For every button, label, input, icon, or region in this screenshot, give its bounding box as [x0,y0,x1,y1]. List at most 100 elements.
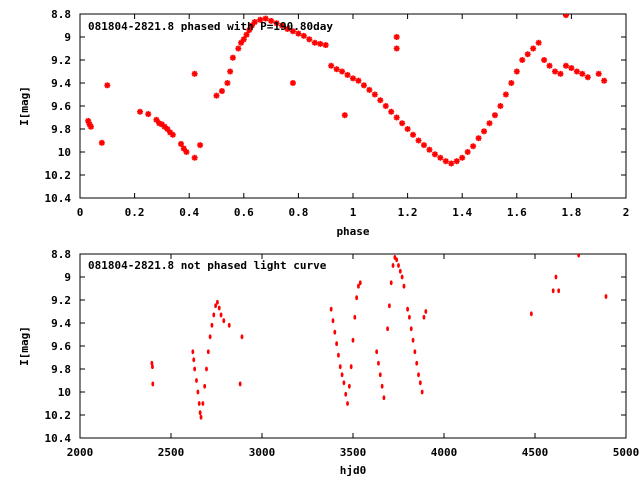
x-tick-label: 5000 [613,446,640,459]
data-point [400,274,404,280]
data-point [399,120,406,127]
data-point [562,14,569,19]
data-point [371,91,378,98]
phased-panel: 0 0.2 0.4 0.6 0.8 1 1.2 1.4 1.6 1.8 2 8.8 9 9.2 9.4 9.6… [18,8,629,238]
data-point [388,303,391,309]
data-point [322,42,329,49]
data-point [546,62,553,69]
data-point [151,381,155,387]
data-point [262,15,269,22]
data-point [481,128,488,135]
data-point [344,391,348,397]
data-point [279,22,286,29]
data-point [411,337,415,343]
y-tick-label: 9 [64,31,71,44]
x-tick-label: 4500 [522,446,549,459]
data-point [235,45,242,52]
data-point [393,45,400,52]
data-point [222,318,226,324]
data-point [426,146,433,153]
data-point [562,62,569,69]
data-point [206,349,210,355]
data-point [346,401,349,406]
data-point [195,378,198,383]
axes: 2000 2500 3000 3500 4000 4500 5000 8.8 9 9.2 9.4 9.… [45,248,640,459]
data-point [273,20,280,27]
data-point [191,349,195,355]
x-tick-label: 0 [77,206,84,219]
data-point [350,75,356,82]
y-tick-label: 10 [58,386,71,399]
data-point [145,111,152,118]
data-point [344,71,351,78]
data-point [355,295,359,301]
data-point [529,311,533,317]
data-point [196,389,200,395]
data-points [85,14,608,167]
data-point [328,62,335,69]
data-point [178,140,185,147]
y-axis-label: I[mag] [18,326,31,366]
data-point [137,108,144,115]
data-point [409,326,413,332]
data-point [169,131,176,138]
data-point [238,381,242,387]
data-point [191,154,198,161]
chart-title: 081804-2821.8 phased with P=190.80day [88,20,333,33]
data-point [406,306,409,312]
data-point [240,36,247,43]
y-tick-label: 10 [58,146,71,159]
y-tick-label: 10.4 [45,432,72,445]
axes: 0 0.2 0.4 0.6 0.8 1 1.2 1.4 1.6 1.8 2 8.8 9 9.2 9.4 9.6… [45,8,630,219]
data-point [306,36,313,43]
y-tick-label: 9.6 [51,340,71,353]
data-point [335,341,339,347]
data-point [357,283,360,289]
data-point [214,303,217,309]
y-tick-label: 8.8 [51,248,71,261]
y-tick-label: 10.2 [45,169,72,182]
data-point [554,274,558,280]
x-axis-label: phase [336,225,369,238]
y-tick-label: 9.8 [51,123,71,136]
unphased-panel: 2000 2500 3000 3500 4000 4500 5000 8.8 9 9.2 9.4 9.… [18,248,639,477]
y-tick-label: 9.4 [51,317,71,330]
data-point [424,309,428,314]
data-point [535,39,542,46]
x-tick-label: 2500 [158,446,185,459]
data-point [377,360,380,366]
data-point [87,123,94,130]
data-point [378,372,382,378]
x-tick-label: 2000 [67,446,94,459]
data-point [404,126,411,132]
y-tick-label: 9.2 [51,54,71,67]
data-point [519,57,526,63]
data-point [552,68,559,75]
data-point [584,74,591,81]
data-point [338,364,342,370]
data-point [375,349,379,355]
data-point [317,40,324,47]
data-point [193,366,197,372]
data-point [295,30,302,37]
data-point [410,131,417,138]
data-point [218,88,225,95]
data-point [347,383,351,389]
data-point [358,280,362,286]
data-point [340,372,344,378]
x-tick-label: 1.4 [452,206,472,219]
data-point [386,326,389,332]
data-point [393,34,400,40]
x-tick-label: 0.4 [179,206,199,219]
data-point [397,263,400,268]
data-point [389,280,393,286]
data-point [382,103,389,109]
data-point [524,51,531,58]
data-point [541,57,548,63]
data-point [192,357,196,363]
data-point [240,334,244,340]
x-tick-label: 3500 [340,446,367,459]
x-tick-label: 1 [350,206,357,219]
y-tick-label: 9.8 [51,363,71,376]
data-point [380,383,384,389]
